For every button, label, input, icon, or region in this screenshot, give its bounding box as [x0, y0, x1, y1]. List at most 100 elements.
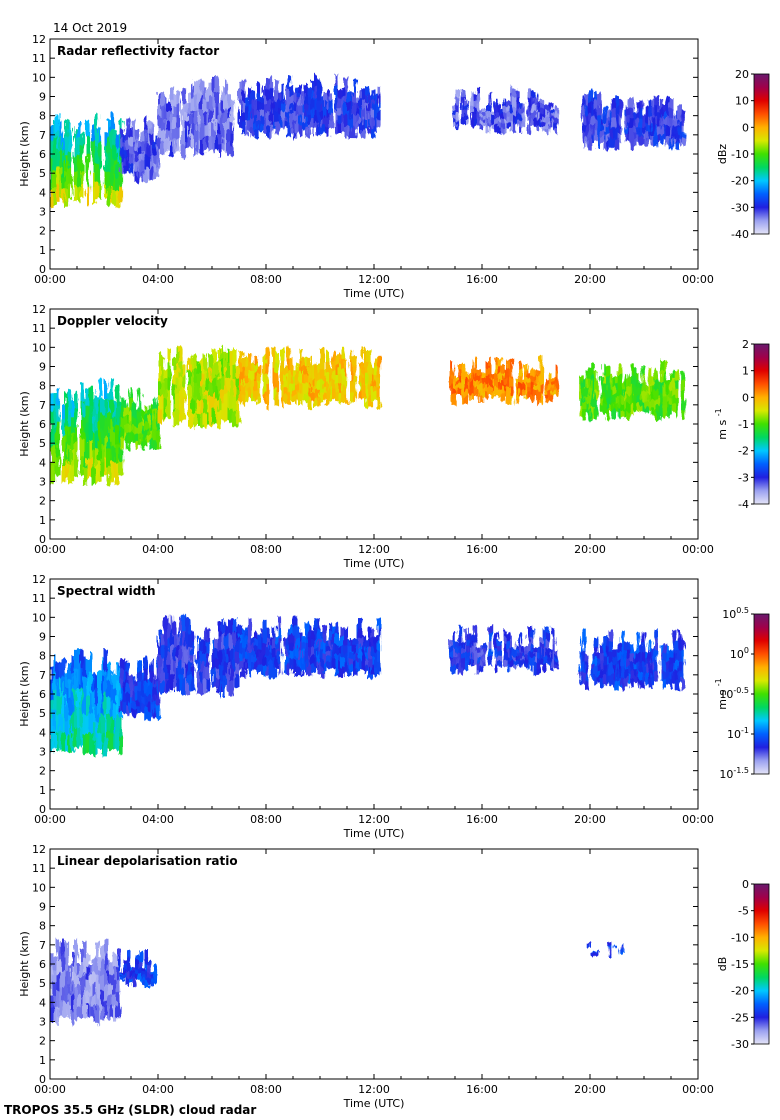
echo-cell [50, 447, 54, 467]
echo-cell [239, 642, 243, 653]
echo-cell [624, 116, 628, 123]
echo-cell [624, 110, 628, 117]
echo-cell [141, 441, 145, 450]
echo-cell [147, 711, 151, 721]
echo-cell [56, 387, 60, 406]
echo-cell [104, 171, 108, 186]
echo-cell [132, 981, 137, 987]
echo-cell [296, 666, 300, 677]
echo-cell [158, 126, 162, 139]
echo-cell [533, 652, 538, 659]
echo-cell [86, 136, 90, 155]
echo-cell [104, 380, 108, 400]
echo-cell [239, 371, 243, 382]
echo-cell [317, 363, 321, 373]
echo-cell [539, 355, 544, 366]
echo-cell [135, 150, 139, 162]
echo-cell [92, 156, 96, 173]
echo-cell [150, 659, 154, 672]
echo-cell [141, 425, 145, 435]
x-tick-label: 00:00 [682, 1083, 714, 1096]
echo-cell [200, 359, 204, 374]
echo-cell [612, 117, 616, 128]
echo-cell [113, 401, 117, 418]
echo-cell [83, 942, 87, 959]
echo-cell [272, 637, 276, 649]
echo-cell [323, 100, 327, 110]
echo-cell [579, 407, 583, 417]
echo-cell [374, 659, 378, 669]
echo-cell [539, 374, 544, 385]
echo-cell [518, 120, 523, 127]
echo-cell [113, 993, 117, 1008]
echo-cell [497, 104, 502, 111]
echo-cell [350, 128, 354, 139]
echo-cell [188, 661, 192, 677]
echo-cell [554, 388, 559, 396]
echo-cell [293, 376, 297, 384]
echo-cell [338, 90, 342, 100]
echo-cell [548, 112, 553, 119]
echo-cell [221, 374, 225, 390]
echo-cell [323, 92, 327, 102]
echo-cell [314, 86, 318, 99]
echo-cell [191, 134, 195, 148]
echo-cell [362, 346, 366, 358]
echo-cell [482, 382, 487, 389]
echo-cell [530, 651, 535, 659]
echo-cell [374, 366, 378, 376]
echo-cell [138, 147, 142, 155]
echo-cell [275, 362, 279, 374]
echo-cell [188, 371, 192, 386]
echo-cell [341, 358, 345, 370]
echo-cell [329, 93, 333, 101]
echo-cell [138, 660, 142, 672]
echo-cell [630, 678, 634, 688]
echo-cell [299, 649, 303, 660]
echo-cell [144, 971, 149, 980]
echo-cell [527, 377, 532, 384]
x-tick-label: 12:00 [358, 1083, 390, 1096]
echo-cell [284, 651, 288, 660]
echo-region [579, 360, 685, 421]
colorbar-tick-label: -30 [731, 201, 749, 214]
echo-cell [95, 147, 99, 166]
echo-cell [150, 439, 154, 450]
echo-cell [365, 665, 369, 673]
echo-cell [636, 380, 640, 390]
echo-cell [660, 371, 664, 384]
echo-cell [173, 128, 177, 141]
echo-cell [203, 124, 207, 138]
echo-cell [263, 124, 267, 135]
echo-cell [654, 409, 658, 421]
echo-cell [615, 376, 619, 384]
echo-cell [660, 98, 664, 109]
echo-cell [224, 661, 228, 675]
echo-cell [158, 642, 162, 656]
echo-cell [353, 374, 357, 385]
echo-cell [639, 100, 643, 111]
echo-cell [290, 86, 294, 97]
echo-cell [675, 389, 679, 399]
echo-cell [338, 661, 342, 670]
echo-cell [212, 77, 216, 93]
echo-cell [144, 142, 148, 157]
echo-cell [138, 140, 142, 148]
colorbar-tick-label: 10-0.5 [719, 686, 749, 701]
echo-cell [147, 978, 152, 984]
echo-cell [615, 128, 619, 140]
echo-cell [56, 131, 60, 150]
echo-cell [302, 357, 306, 367]
echo-cell [335, 109, 339, 123]
echo-cell [509, 647, 514, 655]
echo-cell [120, 407, 124, 419]
echo-cell [503, 658, 508, 667]
echo-cell [293, 370, 297, 378]
echo-cell [248, 87, 252, 97]
echo-cell [68, 136, 72, 153]
echo-cell [512, 105, 517, 116]
echo-cell [230, 664, 234, 681]
echo-cell [663, 125, 667, 133]
echo-cell [129, 127, 133, 138]
echo-cell [314, 628, 318, 639]
